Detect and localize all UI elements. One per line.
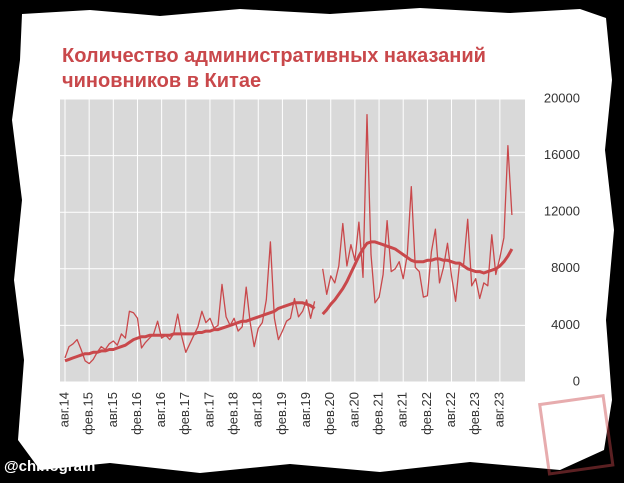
- data-line: [64, 240, 514, 363]
- x-tick-label: фев.23: [467, 392, 482, 435]
- x-tick-label: фев.19: [274, 392, 289, 435]
- y-tick-label: 20000: [544, 90, 580, 105]
- y-tick-label: 0: [573, 373, 580, 388]
- x-tick-label: фев.17: [177, 392, 192, 435]
- x-tick-label: авг.20: [346, 392, 361, 427]
- y-tick-label: 12000: [544, 204, 580, 219]
- x-tick-label: фев.22: [419, 392, 434, 435]
- plot-area: [60, 99, 525, 382]
- x-tick-label: авг.15: [105, 392, 120, 427]
- x-tick-label: фев.16: [129, 392, 144, 435]
- x-tick-label: фев.21: [371, 392, 386, 435]
- watermark: @chinogram: [4, 458, 96, 475]
- x-tick-label: авг.16: [153, 392, 168, 427]
- stamp: [538, 393, 615, 476]
- chart-title: Количество административных наказаний чи…: [62, 45, 486, 92]
- y-tick-label: 8000: [551, 260, 580, 275]
- x-tick-label: авг.19: [298, 392, 313, 427]
- x-tick-label: авг.21: [395, 392, 410, 427]
- x-tick-label: авг.18: [250, 392, 265, 427]
- x-tick-label: авг.23: [491, 392, 506, 427]
- y-tick-label: 16000: [544, 147, 580, 162]
- x-tick-label: фев.20: [322, 392, 337, 435]
- x-tick-label: фев.18: [226, 392, 241, 435]
- x-tick-label: авг.17: [201, 392, 216, 427]
- y-tick-label: 4000: [551, 317, 580, 332]
- data-line: [64, 113, 513, 365]
- x-tick-label: авг.14: [56, 392, 71, 427]
- x-tick-label: авг.22: [443, 392, 458, 427]
- x-tick-label: фев.15: [81, 392, 96, 435]
